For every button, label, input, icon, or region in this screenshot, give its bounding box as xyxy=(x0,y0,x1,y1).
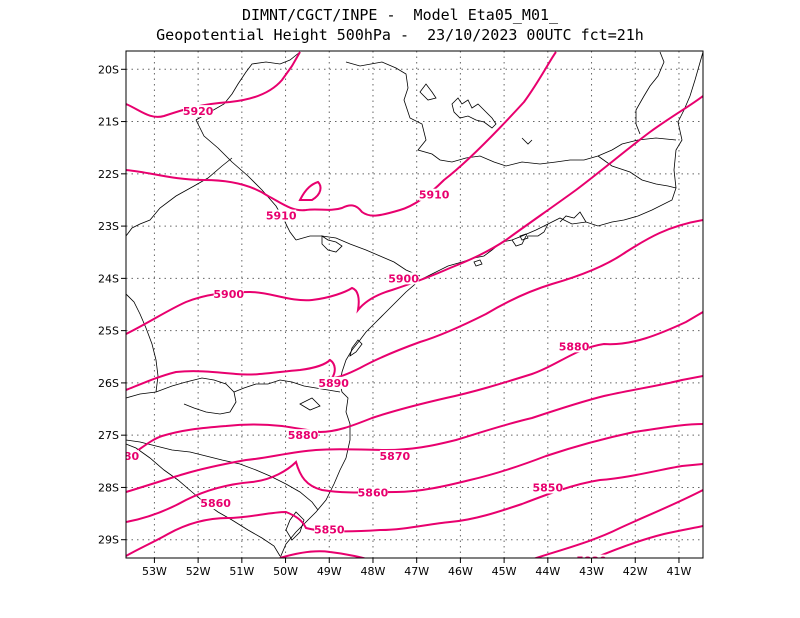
state-border-es xyxy=(635,51,665,135)
longitude-axis: 53W 52W 51W 50W 49W 48W 47W 46W 45W 44W 43W 42W 41W xyxy=(142,558,692,578)
contour-label: 5880 xyxy=(288,429,319,442)
lon-tick-label: 53W xyxy=(142,565,167,578)
reservoir-5 xyxy=(299,397,321,411)
contour-label-bg xyxy=(559,340,590,353)
border-pr-sc xyxy=(183,391,237,415)
contour-label: 5910 xyxy=(266,210,297,223)
contour-label-bg xyxy=(266,209,297,222)
contour-label-bg xyxy=(419,188,450,201)
lat-tick-label: 27S xyxy=(98,429,119,442)
lat-tick-label: 26S xyxy=(98,377,119,390)
contour-label: 5860 xyxy=(200,497,231,510)
contour-label-bg xyxy=(576,554,607,558)
lat-tick-label: 21S xyxy=(98,116,119,129)
contour-5850 xyxy=(126,463,703,557)
coastline-and-borders xyxy=(126,51,703,558)
lon-tick-label: 49W xyxy=(317,565,342,578)
lon-tick-label: 47W xyxy=(404,565,429,578)
lat-tick-label: 24S xyxy=(98,272,119,285)
lat-tick-label: 23S xyxy=(98,220,119,233)
border-py-ar xyxy=(126,293,159,393)
lon-tick-label: 44W xyxy=(535,565,560,578)
state-border-pr-sp xyxy=(295,235,421,277)
lat-tick-label: 28S xyxy=(98,481,119,494)
lat-tick-label: 22S xyxy=(98,168,119,181)
state-border-mg-sp xyxy=(195,51,301,121)
contour-label-bg xyxy=(357,486,388,499)
title-line-2: Geopotential Height 500hPa - 23/10/2023 … xyxy=(156,26,644,44)
lon-tick-label: 50W xyxy=(273,565,298,578)
contour-label: 5880 xyxy=(559,340,590,353)
lat-tick-label: 25S xyxy=(98,325,119,338)
contour-label: 5880 xyxy=(109,450,140,463)
lon-tick-label: 42W xyxy=(623,565,648,578)
contour-label-bg xyxy=(318,376,349,389)
contour-label-bg xyxy=(183,105,214,118)
contour-label-bg xyxy=(314,523,345,536)
contour-label-bg xyxy=(379,450,410,463)
state-border-rj-mg xyxy=(597,155,677,189)
contour-labels: 5920 5910 5910 5900 5900 5890 5880 5880 5880 5870… xyxy=(109,105,607,568)
lon-tick-label: 52W xyxy=(186,565,211,578)
reservoir-2 xyxy=(419,83,437,101)
contour-label: 5860 xyxy=(358,487,389,500)
graticule xyxy=(126,51,703,558)
contour-5870 xyxy=(126,375,703,493)
islands xyxy=(473,233,529,267)
contour-5910-loop xyxy=(298,180,322,201)
contour-label: 5870 xyxy=(380,450,411,463)
contour-label-bg xyxy=(200,497,231,510)
contour-label-bg xyxy=(532,481,563,494)
lat-tick-label: 20S xyxy=(98,63,119,76)
patos-lagoon xyxy=(285,511,305,541)
title-line-1: DIMNT/CGCT/INPE - Model Eta05_M01_ xyxy=(241,6,559,24)
contour-5830 xyxy=(592,525,703,558)
contour-label: 5850 xyxy=(314,523,345,536)
latitude-axis: 20S 21S 22S 23S 24S 25S 26S 27S 28S 29S xyxy=(98,63,126,547)
contour-label: 5890 xyxy=(318,377,349,390)
contour-label-bg xyxy=(213,288,244,301)
contour-label-bg xyxy=(288,429,319,442)
lon-tick-label: 46W xyxy=(448,565,473,578)
reservoir-4 xyxy=(521,137,533,145)
reservoir-1 xyxy=(451,97,497,129)
contour-label: 5850 xyxy=(533,481,564,494)
lon-tick-label: 51W xyxy=(229,565,254,578)
state-border-sp-mg xyxy=(345,61,677,167)
coastline xyxy=(279,51,703,558)
contour-5890 xyxy=(126,219,703,391)
lon-tick-label: 45W xyxy=(492,565,517,578)
lon-tick-label: 43W xyxy=(579,565,604,578)
state-border-ms-sp xyxy=(195,119,297,241)
geopotential-contours xyxy=(126,51,703,558)
reservoir-3 xyxy=(321,235,343,253)
lagoon xyxy=(349,339,363,357)
lon-tick-label: 48W xyxy=(361,565,386,578)
lon-tick-label: 41W xyxy=(667,565,692,578)
contour-5910 xyxy=(126,51,557,217)
contour-label: 5900 xyxy=(388,272,419,285)
border-br-py-ar xyxy=(126,377,341,399)
plot-frame xyxy=(125,50,704,559)
rio-coast-detail xyxy=(511,211,587,247)
contour-label: 5830 xyxy=(576,555,607,568)
lat-tick-label: 29S xyxy=(98,534,119,547)
contour-label-bg xyxy=(126,450,139,463)
contour-label-bg xyxy=(388,272,419,285)
contour-label: 5900 xyxy=(213,288,244,301)
contour-label: 5920 xyxy=(183,105,214,118)
contour-label: 5910 xyxy=(419,189,450,202)
border-py-br xyxy=(126,157,233,237)
